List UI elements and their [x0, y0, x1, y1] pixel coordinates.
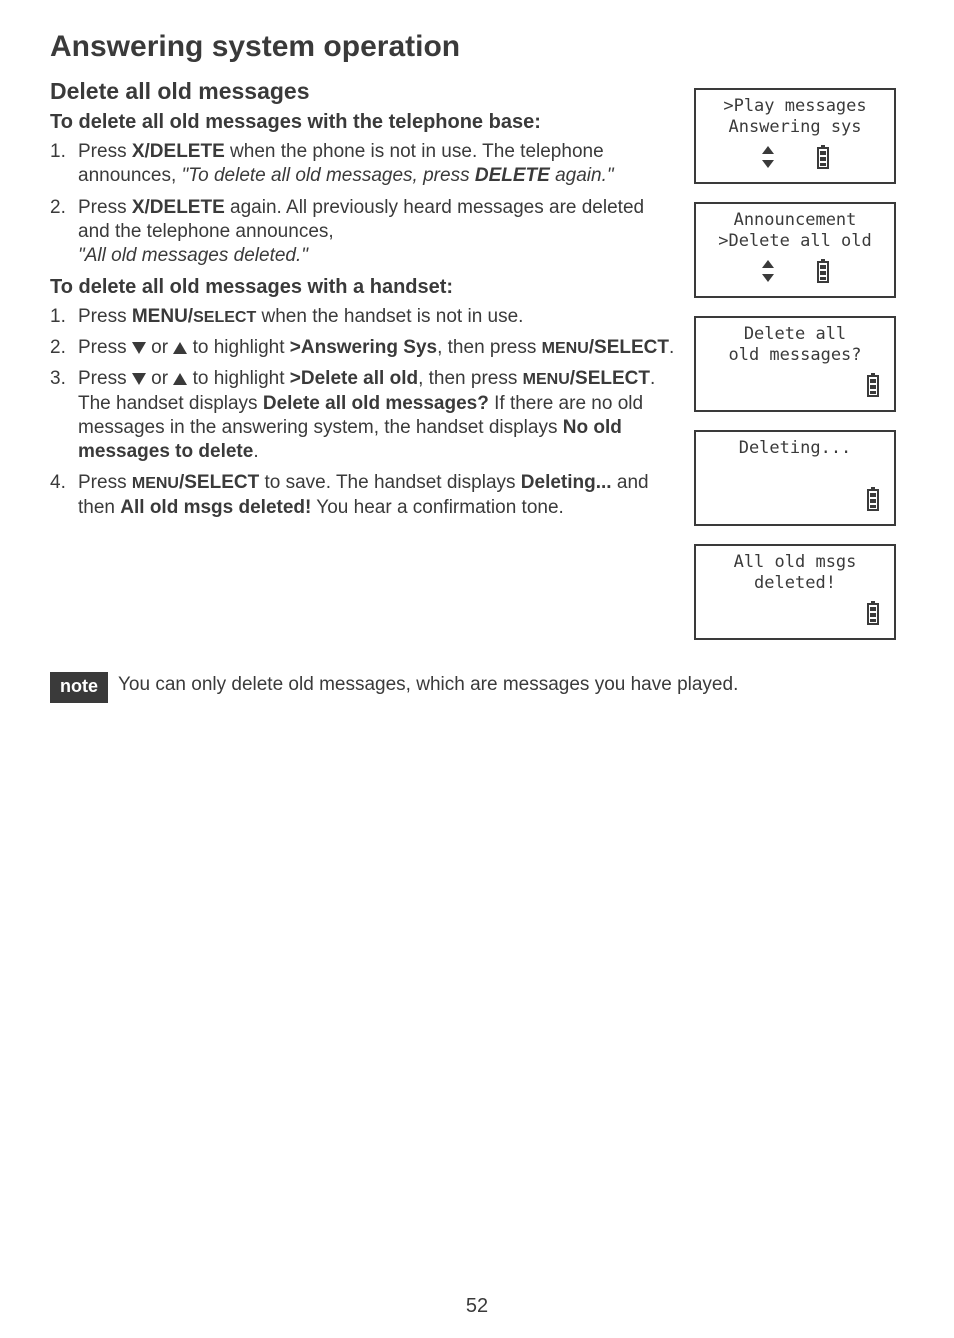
- battery-icon: [816, 145, 830, 175]
- lcd-line: Deleting...: [702, 438, 888, 459]
- lcd-line: Delete all: [702, 324, 888, 345]
- lcd-line: >Play messages: [702, 96, 888, 117]
- text-italic: "To delete all old messages, press: [182, 165, 475, 186]
- note-text: You can only delete old messages, which …: [118, 672, 738, 696]
- lcd-screen: >Play messages Answering sys: [694, 88, 896, 184]
- nav-arrows-icon: [760, 260, 776, 288]
- text: , then press: [437, 337, 542, 358]
- key-label: MENU: [542, 340, 589, 357]
- list-item: Press or to highlight >Delete all old, t…: [50, 367, 676, 464]
- key-label: MENU: [523, 371, 570, 388]
- list-item: Press MENU/SELECT when the handset is no…: [50, 305, 676, 329]
- text: .: [669, 337, 674, 358]
- key-label: /SELECT: [570, 368, 650, 389]
- note-block: note You can only delete old messages, w…: [50, 672, 904, 703]
- text: Press: [78, 337, 132, 358]
- display-text: All old msgs deleted!: [120, 497, 311, 518]
- lcd-screen: Delete all old messages?: [694, 316, 896, 412]
- menu-option: >Delete all old: [290, 368, 418, 389]
- battery-icon: [866, 601, 880, 631]
- battery-icon: [816, 259, 830, 289]
- section1-title: To delete all old messages with the tele…: [50, 111, 676, 134]
- lcd-line: Announcement: [702, 210, 888, 231]
- key-label: X/DELETE: [132, 197, 225, 218]
- text: You hear a confirmation tone.: [311, 497, 563, 518]
- text-italic: again.": [550, 165, 614, 186]
- text: Press: [78, 141, 132, 162]
- text: or: [146, 368, 173, 389]
- nav-down-icon: [132, 342, 146, 354]
- list-item: Press X/DELETE when the phone is not in …: [50, 140, 676, 189]
- lcd-line: Answering sys: [702, 117, 888, 138]
- lcd-line: old messages?: [702, 345, 888, 366]
- nav-arrows-icon: [760, 146, 776, 174]
- key-label: X/DELETE: [132, 141, 225, 162]
- lcd-screen: Announcement >Delete all old: [694, 202, 896, 298]
- key-label: SELECT: [193, 309, 256, 326]
- display-text: Delete all old messages?: [263, 393, 489, 414]
- text: to highlight: [187, 337, 289, 358]
- key-label: /SELECT: [179, 472, 259, 493]
- page-title: Answering system operation: [50, 30, 904, 64]
- text: Press: [78, 368, 132, 389]
- text: or: [146, 337, 173, 358]
- text: when the handset is not in use.: [256, 306, 523, 327]
- list-item: Press or to highlight >Answering Sys, th…: [50, 336, 676, 360]
- text-italic: "All old messages deleted.": [78, 245, 308, 266]
- display-text: Deleting...: [521, 472, 612, 493]
- lcd-line: >Delete all old: [702, 231, 888, 252]
- lcd-line: [702, 459, 888, 480]
- lcd-screen: Deleting...: [694, 430, 896, 526]
- text: , then press: [418, 368, 523, 389]
- text: to save. The handset displays: [259, 472, 521, 493]
- text: Press: [78, 197, 132, 218]
- nav-down-icon: [132, 373, 146, 385]
- key-label: DELETE: [475, 165, 550, 186]
- lcd-line: deleted!: [702, 573, 888, 594]
- section1-list: Press X/DELETE when the phone is not in …: [50, 140, 676, 269]
- text: to highlight: [187, 368, 289, 389]
- key-label: MENU/: [132, 306, 193, 327]
- note-chip: note: [50, 672, 108, 703]
- section2-list: Press MENU/SELECT when the handset is no…: [50, 305, 676, 521]
- nav-up-icon: [173, 342, 187, 354]
- text: Press: [78, 472, 132, 493]
- subheading: Delete all old messages: [50, 78, 676, 105]
- text: .: [253, 441, 258, 462]
- list-item: Press MENU/SELECT to save. The handset d…: [50, 471, 676, 520]
- battery-icon: [866, 373, 880, 403]
- battery-icon: [866, 487, 880, 517]
- menu-option: >Answering Sys: [290, 337, 437, 358]
- list-item: Press X/DELETE again. All previously hea…: [50, 196, 676, 269]
- lcd-line: All old msgs: [702, 552, 888, 573]
- key-label: /SELECT: [589, 337, 669, 358]
- key-label: MENU: [132, 475, 179, 492]
- lcd-screen: All old msgs deleted!: [694, 544, 896, 640]
- section2-title: To delete all old messages with a handse…: [50, 276, 676, 299]
- page-number: 52: [0, 1295, 954, 1318]
- text: Press: [78, 306, 132, 327]
- nav-up-icon: [173, 373, 187, 385]
